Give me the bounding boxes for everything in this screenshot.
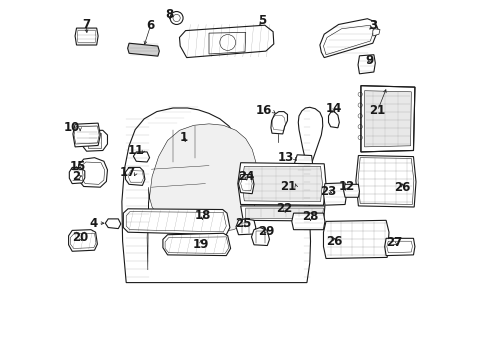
- Polygon shape: [163, 233, 231, 256]
- Polygon shape: [122, 107, 323, 283]
- Text: 10: 10: [64, 121, 80, 134]
- Polygon shape: [373, 29, 380, 36]
- Polygon shape: [81, 130, 107, 151]
- Polygon shape: [78, 158, 107, 187]
- Text: 1: 1: [180, 131, 188, 144]
- Polygon shape: [69, 230, 98, 251]
- Text: 13: 13: [277, 151, 294, 164]
- Polygon shape: [236, 219, 256, 235]
- Text: 6: 6: [147, 19, 155, 32]
- Polygon shape: [69, 167, 85, 184]
- Text: 14: 14: [326, 102, 343, 114]
- Polygon shape: [343, 184, 360, 197]
- Polygon shape: [365, 91, 411, 147]
- Text: 16: 16: [256, 104, 272, 117]
- Polygon shape: [73, 123, 100, 147]
- Polygon shape: [323, 220, 389, 258]
- Text: 26: 26: [326, 235, 343, 248]
- Text: 18: 18: [195, 209, 211, 222]
- Text: 19: 19: [193, 238, 209, 251]
- Text: 9: 9: [365, 54, 373, 67]
- Text: 17: 17: [120, 166, 136, 179]
- Text: 22: 22: [276, 202, 293, 215]
- Polygon shape: [105, 219, 121, 229]
- Text: 5: 5: [258, 14, 267, 27]
- Text: 11: 11: [127, 144, 144, 157]
- Text: 2: 2: [72, 170, 80, 183]
- Polygon shape: [127, 43, 159, 56]
- Text: 28: 28: [302, 210, 318, 223]
- Polygon shape: [356, 156, 416, 207]
- Polygon shape: [179, 25, 274, 58]
- Polygon shape: [238, 163, 326, 205]
- Text: 27: 27: [386, 237, 402, 249]
- Polygon shape: [125, 167, 145, 185]
- Polygon shape: [242, 166, 322, 202]
- Text: 21: 21: [369, 104, 386, 117]
- Polygon shape: [292, 213, 325, 230]
- Polygon shape: [251, 228, 270, 246]
- Polygon shape: [133, 152, 149, 162]
- Text: 21: 21: [280, 180, 296, 193]
- Polygon shape: [385, 238, 415, 256]
- Text: 29: 29: [258, 225, 274, 238]
- Polygon shape: [75, 28, 98, 45]
- Text: 15: 15: [70, 160, 86, 173]
- Text: 8: 8: [165, 8, 173, 21]
- Text: 20: 20: [72, 231, 88, 244]
- Text: 7: 7: [82, 18, 90, 31]
- Polygon shape: [361, 86, 415, 152]
- Polygon shape: [320, 19, 378, 58]
- Polygon shape: [241, 206, 325, 221]
- Polygon shape: [294, 155, 313, 173]
- Text: 4: 4: [90, 217, 98, 230]
- Polygon shape: [358, 55, 375, 74]
- Polygon shape: [323, 183, 346, 205]
- Text: 24: 24: [239, 170, 255, 183]
- Text: 12: 12: [339, 180, 355, 193]
- Polygon shape: [271, 112, 288, 134]
- Polygon shape: [209, 32, 245, 54]
- Polygon shape: [239, 175, 254, 194]
- Polygon shape: [147, 124, 258, 270]
- Polygon shape: [123, 209, 230, 235]
- Text: 3: 3: [369, 19, 377, 32]
- Text: 25: 25: [235, 217, 251, 230]
- Polygon shape: [245, 208, 323, 219]
- Text: 23: 23: [320, 185, 337, 198]
- Polygon shape: [328, 112, 339, 128]
- Text: 26: 26: [394, 181, 411, 194]
